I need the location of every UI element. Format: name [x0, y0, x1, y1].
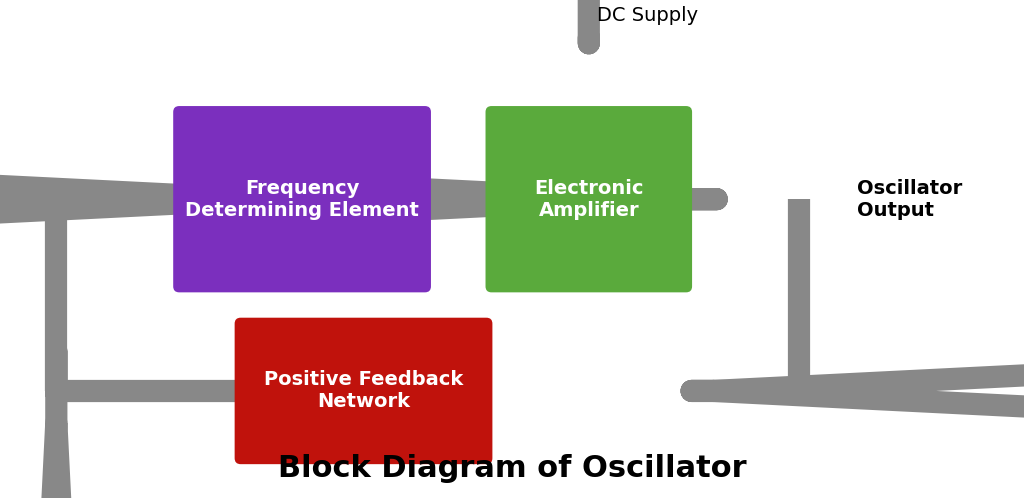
- Text: Positive Feedback
Network: Positive Feedback Network: [264, 371, 463, 411]
- Text: Frequency
Determining Element: Frequency Determining Element: [185, 179, 419, 220]
- Text: DC Supply: DC Supply: [597, 6, 698, 25]
- FancyBboxPatch shape: [173, 106, 431, 292]
- Text: Electronic
Amplifier: Electronic Amplifier: [535, 179, 643, 220]
- Text: Oscillator
Output: Oscillator Output: [857, 179, 962, 220]
- Text: Block Diagram of Oscillator: Block Diagram of Oscillator: [278, 454, 746, 483]
- FancyBboxPatch shape: [234, 318, 493, 464]
- FancyBboxPatch shape: [485, 106, 692, 292]
